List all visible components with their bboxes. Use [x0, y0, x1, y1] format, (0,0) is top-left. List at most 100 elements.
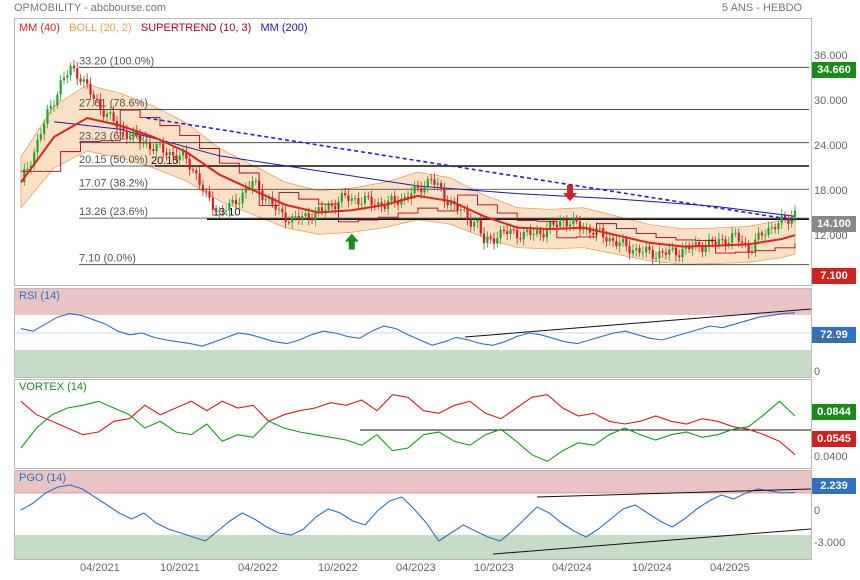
candle-body — [568, 224, 572, 227]
candle-body — [142, 143, 145, 145]
candle-body — [519, 238, 522, 240]
candle-body — [297, 215, 300, 220]
candle-body — [274, 204, 277, 210]
candle-body — [482, 233, 486, 244]
candle-body — [72, 65, 76, 69]
candle-body — [506, 231, 509, 234]
candle-body — [221, 210, 224, 212]
candle-body — [138, 135, 142, 144]
candle-body — [787, 218, 790, 224]
candle-body — [707, 239, 711, 247]
candle-body — [43, 123, 46, 135]
candle-body — [52, 105, 56, 107]
axis-tick: 18.000 — [814, 185, 848, 197]
candle-body — [549, 221, 552, 229]
candle-body — [191, 169, 195, 171]
candle-body — [99, 99, 102, 109]
candle-body — [621, 238, 625, 243]
candle-body — [244, 187, 248, 193]
candle-body — [148, 142, 152, 150]
x-tick-label: 04/2024 — [552, 562, 592, 574]
candle-body — [33, 152, 36, 166]
candle-body — [56, 94, 59, 106]
candle-body — [360, 203, 363, 205]
x-tick-label: 10/2023 — [474, 562, 514, 574]
candle-body — [747, 243, 750, 253]
candle-body — [492, 238, 496, 244]
candle-body — [615, 240, 618, 247]
candle-body — [152, 149, 155, 152]
candle-body — [764, 234, 767, 236]
candle-body — [188, 158, 191, 170]
candle-body — [112, 112, 115, 122]
candle-body — [774, 227, 777, 230]
candle-body — [486, 236, 489, 244]
candle-body — [330, 204, 334, 206]
candle-body — [420, 187, 423, 193]
axis-tick: 30.000 — [814, 95, 848, 107]
candle-body — [132, 131, 135, 138]
supertrend-line — [21, 109, 796, 254]
candle-body — [172, 152, 175, 156]
candle-body — [717, 239, 721, 245]
candle-body — [750, 250, 754, 253]
candle-body — [608, 238, 611, 242]
candle-body — [635, 248, 638, 251]
candle-body — [264, 198, 267, 201]
candle-body — [625, 238, 628, 247]
x-tick-label: 04/2021 — [80, 562, 120, 574]
rsi-axis-tick: 40.00 — [814, 333, 842, 345]
candle-body — [301, 216, 304, 220]
candle-body — [793, 210, 797, 217]
candle-body — [135, 131, 138, 136]
candle-body — [284, 212, 287, 223]
candle-body — [271, 197, 274, 205]
candle-body — [400, 198, 403, 205]
candle-body — [175, 155, 178, 161]
candle-body — [654, 258, 658, 260]
candle-body — [228, 203, 231, 211]
candle-body — [578, 221, 582, 230]
candle-body — [363, 195, 367, 204]
buy-arrow-icon — [344, 233, 359, 250]
candle-body — [62, 77, 66, 81]
candle-body — [281, 208, 284, 213]
candle-body — [489, 236, 492, 239]
candle-body — [770, 227, 773, 229]
candle-body — [36, 139, 39, 153]
candle-body — [310, 218, 314, 221]
candle-body — [724, 239, 727, 246]
rsi-value-tag: 72.99 — [812, 327, 856, 343]
candle-body — [780, 215, 783, 224]
candle-body — [76, 68, 79, 79]
ma40-line — [20, 116, 796, 248]
candle-body — [165, 152, 168, 156]
pgo-panel — [14, 470, 812, 560]
candle-body — [559, 220, 562, 227]
candle-body — [436, 183, 439, 185]
candle-body — [86, 79, 89, 84]
candle-body — [767, 228, 770, 235]
overbought-zone — [15, 289, 811, 315]
candle-body — [367, 195, 370, 197]
candle-body — [105, 113, 109, 117]
candle-body — [681, 248, 684, 258]
candle-body — [605, 237, 608, 242]
candle-body — [327, 204, 330, 211]
rsi-line — [20, 312, 796, 347]
price-panel: 33.20 (100.0%) 27.61 (78.6%) 23.23 (61.8%)… — [14, 18, 812, 286]
candle-body — [638, 248, 641, 253]
candle-body — [26, 168, 29, 170]
x-tick-label: 04/2025 — [710, 562, 750, 574]
pgo-label: PGO (14) — [19, 472, 67, 484]
candle-body — [129, 137, 132, 139]
candle-body — [215, 209, 218, 213]
candle-body — [641, 252, 644, 254]
candle-body — [760, 232, 764, 236]
overbought-zone — [15, 471, 811, 493]
vortex-chart — [20, 394, 811, 462]
fibonacci-label: 33.20 (100.0%) — [79, 55, 154, 67]
candle-body — [125, 130, 128, 139]
axis-tick: 36.000 — [814, 50, 848, 62]
axis-tick: 24.000 — [814, 140, 848, 152]
